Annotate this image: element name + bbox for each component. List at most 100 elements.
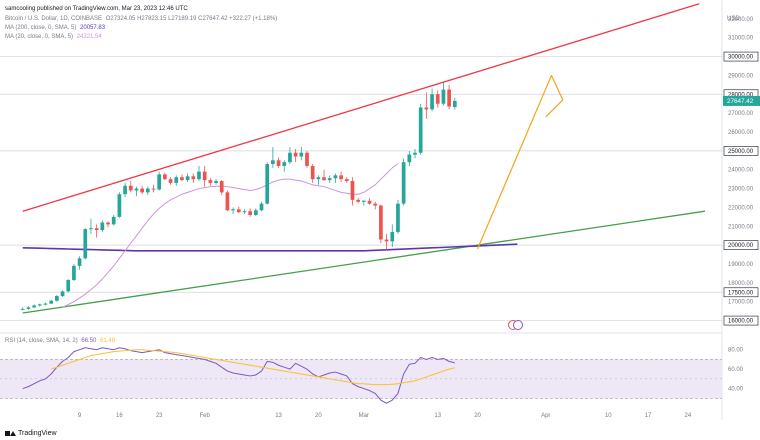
tradingview-brand: TradingView — [18, 430, 57, 437]
x-tick-label: 20 — [315, 413, 322, 419]
candle-body — [231, 209, 235, 211]
candle-body — [37, 304, 42, 306]
ma200-label: MA (200, close, 0, SMA, 5) — [5, 25, 77, 31]
tradingview-footer: TradingView — [5, 430, 57, 437]
candle-body — [418, 107, 423, 153]
ma200-legend: MA (200, close, 0, SMA, 5) 20057.83 — [5, 25, 105, 31]
candle-body — [219, 181, 224, 193]
y-tick-label: 32000.00 — [728, 17, 754, 23]
rsi-ma-line — [51, 349, 455, 386]
candle-body — [248, 211, 252, 215]
candle-body — [276, 160, 281, 166]
candle-body — [66, 280, 71, 292]
tradingview-logo-icon — [5, 430, 16, 437]
x-tick-label: 20 — [474, 413, 481, 419]
candle-body — [350, 181, 355, 200]
x-tick-label: 13 — [434, 413, 441, 419]
ma200-line — [22, 243, 518, 252]
ma200-value: 20057.83 — [80, 25, 106, 31]
candle-body — [89, 228, 93, 230]
candle-body — [293, 152, 298, 157]
candle-body — [361, 200, 366, 202]
last-price-tag — [723, 95, 760, 106]
candle-body — [123, 185, 127, 195]
candle-body — [288, 152, 292, 163]
candle-body — [407, 154, 412, 163]
candle-body — [134, 188, 139, 191]
candle-body — [344, 179, 349, 182]
x-tick-label: Apr — [541, 413, 550, 419]
y-level-box — [723, 51, 759, 62]
candle-body — [151, 188, 156, 190]
y-tick-label: 29000.00 — [728, 73, 754, 79]
candle-body — [259, 203, 264, 211]
candle-body — [379, 205, 383, 240]
candle-body — [265, 164, 270, 204]
x-tick-label: 17 — [645, 413, 652, 419]
resistance-trendline — [22, 3, 700, 212]
rsi-tick-label: 60.00 — [728, 367, 744, 373]
candle-body — [174, 177, 179, 183]
candle-body — [441, 89, 446, 104]
x-tick-label: 13 — [275, 413, 282, 419]
y-tick-label: 17500.00 — [728, 290, 754, 296]
y-tick-label: 26000.00 — [728, 130, 754, 136]
candle-body — [117, 194, 122, 217]
support-trendline — [22, 210, 706, 314]
rsi-value: 66.50 — [81, 338, 97, 344]
candle-body — [94, 228, 99, 231]
candle-body — [322, 177, 326, 181]
candle-body — [197, 171, 201, 180]
candle-body — [384, 239, 389, 242]
candle-body — [413, 152, 417, 155]
candle-body — [83, 229, 88, 259]
ohlc-values: O27324.05 H27823.15 L27189.19 C27647.42 … — [105, 16, 278, 22]
y-tick-label: 23000.00 — [728, 187, 754, 193]
candle-body — [236, 209, 241, 213]
candle-body — [299, 152, 304, 157]
x-tick-label: 16 — [116, 413, 123, 419]
y-tick-label: 24000.00 — [728, 168, 754, 174]
symbol-ohlc-legend: Bitcoin / U.S. Dollar, 1D, COINBASE O273… — [5, 16, 277, 22]
candle-body — [60, 291, 65, 297]
symbol-label: Bitcoin / U.S. Dollar, 1D, COINBASE — [5, 16, 103, 22]
y-tick-label: 22000.00 — [728, 205, 754, 211]
y-tick-label: 25000.00 — [728, 149, 754, 155]
ma20-label: MA (20, close, 0, SMA, 5) — [5, 34, 74, 40]
candle-body — [32, 305, 36, 308]
y-tick-label: 31000.00 — [728, 36, 754, 42]
candle-body — [214, 181, 218, 183]
y-tick-label: 19000.00 — [728, 262, 754, 268]
candle-body — [191, 176, 196, 180]
ma20-legend: MA (20, close, 0, SMA, 5) 24321.54 — [5, 34, 102, 40]
candle-body — [253, 210, 258, 215]
candle-body — [225, 192, 230, 211]
rsi-tick-label: 80.00 — [728, 348, 744, 354]
candle-body — [49, 300, 54, 304]
candle-body — [163, 174, 167, 180]
candle-body — [305, 152, 309, 166]
candle-body — [282, 162, 287, 166]
candle-body — [396, 203, 400, 232]
candle-body — [106, 222, 110, 225]
x-tick-label: Mar — [359, 413, 369, 419]
candle-body — [140, 188, 144, 193]
rsi-legend: RSI (14, close, SMA, 14, 2) 66.50 61.48 — [5, 338, 115, 344]
candle-body — [180, 177, 184, 181]
candle-body — [128, 185, 133, 191]
y-level-box — [723, 240, 759, 250]
candle-body — [424, 107, 429, 110]
ma20-line — [62, 163, 399, 308]
y-tick-label: 17000.00 — [728, 300, 754, 306]
candle-body — [185, 176, 190, 181]
candle-body — [271, 160, 275, 165]
rsi-label: RSI (14, close, SMA, 14, 2) — [5, 338, 78, 344]
candle-body — [447, 89, 451, 107]
candle-body — [43, 303, 48, 305]
candle-body — [168, 179, 173, 183]
x-tick-label: 10 — [605, 413, 612, 419]
candle-body — [327, 178, 332, 181]
candle-body — [356, 199, 361, 202]
candle-body — [316, 177, 321, 180]
